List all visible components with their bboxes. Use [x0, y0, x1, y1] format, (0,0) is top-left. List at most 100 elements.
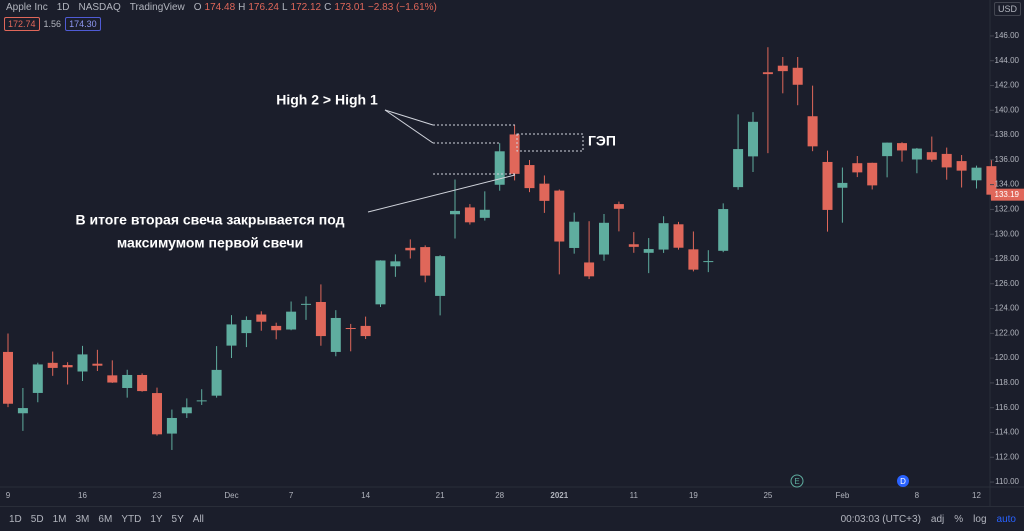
candle-body [166, 417, 177, 434]
x-tick-label: 9 [6, 491, 11, 500]
y-tick-label: 110.00 [995, 477, 1019, 486]
clock[interactable]: 00:03:03 (UTC+3) [840, 513, 921, 525]
y-tick-label: 124.00 [995, 304, 1020, 313]
y-tick-label: 140.00 [995, 105, 1020, 114]
currency[interactable]: USD [993, 2, 1021, 16]
candle-body [867, 162, 878, 186]
candle-body [137, 374, 148, 392]
marker-label[interactable]: E [794, 477, 799, 486]
x-tick-label: Dec [224, 491, 238, 500]
candle-body [226, 324, 237, 346]
candle-body [390, 261, 401, 267]
bid[interactable]: 172.74 [4, 17, 40, 31]
ohlc-value: 174.48 [204, 2, 236, 13]
candle-body [837, 182, 848, 188]
candle-body [435, 256, 446, 296]
y-tick-label: 122.00 [995, 328, 1020, 337]
candle-body [822, 161, 833, 210]
range-button[interactable]: 5D [30, 513, 44, 525]
range-button[interactable]: 3M [75, 513, 90, 525]
x-tick-label: 11 [630, 491, 639, 500]
candle-body [569, 221, 580, 248]
range-button[interactable]: 1D [9, 513, 22, 525]
option-button[interactable]: log [973, 513, 987, 525]
y-tick-label: 142.00 [995, 81, 1020, 90]
candle-body [554, 190, 565, 242]
candle-body [599, 222, 609, 255]
annotation-text: В итоге вторая свеча закрывается под [76, 212, 345, 228]
candle-body [807, 116, 818, 147]
y-tick-label: 118.00 [995, 378, 1019, 387]
candle-body [897, 143, 907, 151]
candle-body [748, 121, 758, 157]
candle-body [643, 249, 654, 253]
pointer-line [367, 174, 516, 213]
chart-options: 00:03:03 (UTC+3) adj% log auto [841, 514, 1024, 525]
candle-body [733, 149, 744, 188]
option-button[interactable]: adj [930, 513, 945, 525]
x-tick-label: 2021 [550, 491, 568, 500]
y-tick-label: 132.00 [995, 205, 1020, 214]
pointer-line [384, 109, 434, 126]
y-tick-label: 112.00 [995, 452, 1019, 461]
ohlc-key: C [324, 2, 332, 13]
range-button[interactable]: 5Y [171, 513, 184, 525]
earnings-marker[interactable] [790, 474, 804, 488]
candle-body [181, 407, 192, 414]
range-button[interactable]: All [192, 513, 204, 525]
candle-body [956, 161, 967, 171]
x-tick-label: 25 [763, 491, 772, 500]
last-price-label: 133.19 [995, 190, 1020, 199]
candle-body [494, 151, 505, 185]
candle-body [628, 244, 639, 247]
candle-body [450, 210, 460, 215]
dividend-marker[interactable] [897, 475, 909, 487]
range-button[interactable]: YTD [121, 513, 142, 525]
exchange: NASDAQ [78, 2, 121, 13]
candle-body [509, 134, 520, 174]
candle-body [479, 209, 490, 218]
candle-body [673, 224, 684, 248]
option-button[interactable]: % [954, 513, 964, 525]
x-tick-label: 16 [78, 491, 87, 500]
quote: 172.74 1.56 174.30 [4, 17, 101, 31]
candle-body [271, 325, 282, 331]
source: TradingView [129, 2, 185, 13]
ohlc-value: 176.24 [248, 2, 279, 13]
candle-body [882, 142, 893, 157]
candle-body [17, 408, 28, 414]
candle-body [777, 65, 788, 72]
candle-body [32, 364, 43, 393]
pointer-line [384, 109, 434, 144]
x-tick-label: 23 [153, 491, 162, 500]
legend: Apple Inc 1D NASDAQ TradingView O 174.48 … [6, 2, 437, 13]
range-button[interactable]: 6M [98, 513, 113, 525]
y-tick-label: 144.00 [995, 56, 1020, 65]
y-tick-label: 126.00 [995, 279, 1020, 288]
candle-body [539, 183, 550, 201]
ohlc-key: H [238, 2, 246, 13]
y-tick-label: 128.00 [995, 254, 1020, 263]
candle-body [315, 301, 326, 337]
bottom-toolbar: 1D 5D 1M 3M 6M YTD 1Y 5Y All 00:03:03 (UTC+3) adj%… [0, 506, 1024, 531]
x-tick-label: 19 [689, 491, 698, 500]
ohlc-value: 172.12 [290, 2, 322, 13]
x-tick-label: Feb [836, 491, 850, 500]
y-tick-label: 138.00 [995, 130, 1020, 139]
candle-body [852, 163, 863, 173]
range-button[interactable]: 1M [52, 513, 67, 525]
last-price-tag [991, 188, 1024, 201]
gap-box [516, 133, 584, 152]
candle-body [77, 354, 88, 372]
range-button[interactable]: 1Y [150, 513, 163, 525]
candle-body [911, 148, 922, 160]
option-button[interactable]: auto [996, 513, 1016, 525]
candle-body [703, 261, 714, 263]
candle-body [688, 249, 699, 270]
candle-body [211, 369, 222, 396]
ask[interactable]: 174.30 [65, 17, 101, 31]
x-tick-label: 21 [436, 491, 445, 500]
chart: High 2 > High 1 ГЭП В итоге вторая свеча… [0, 0, 1024, 506]
marker-label[interactable]: D [900, 477, 906, 486]
y-tick-label: 116.00 [995, 403, 1019, 412]
